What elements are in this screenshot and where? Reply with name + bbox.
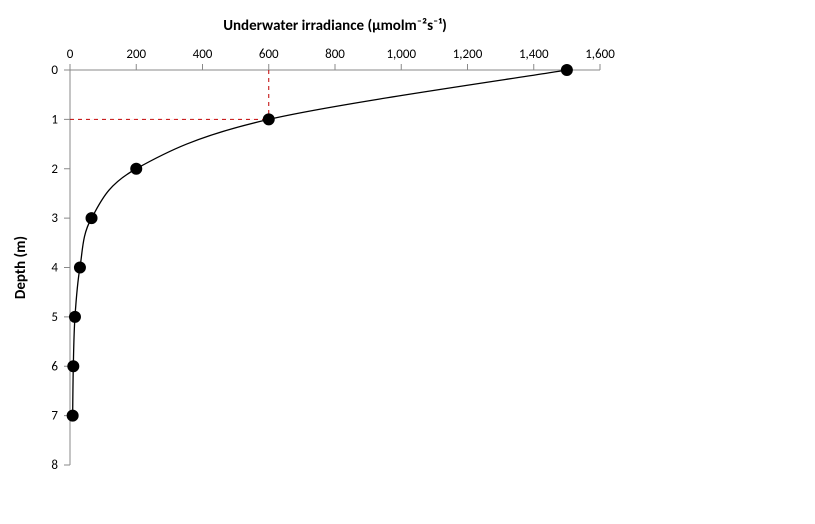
x-tick-label: 1,200 <box>453 47 483 62</box>
data-marker <box>561 65 572 76</box>
data-marker <box>68 361 79 372</box>
x-axis-title: Underwater irradiance (μmolm⁻²s⁻¹) <box>223 17 447 35</box>
data-marker <box>86 213 97 224</box>
x-tick-label: 800 <box>325 47 345 62</box>
x-tick-label: 1,000 <box>386 47 416 62</box>
x-tick-label: 0 <box>67 47 74 62</box>
x-tick-label: 400 <box>193 47 213 62</box>
y-tick-label: 5 <box>51 310 58 325</box>
x-tick-label: 200 <box>126 47 146 62</box>
y-tick-label: 4 <box>51 261 58 276</box>
data-marker <box>67 410 78 421</box>
chart-background <box>0 0 815 524</box>
x-tick-label: 600 <box>259 47 279 62</box>
data-marker <box>131 163 142 174</box>
data-marker <box>69 311 80 322</box>
y-axis-title: Depth (m) <box>12 236 30 299</box>
y-tick-label: 2 <box>51 162 58 177</box>
x-tick-label: 1,600 <box>585 47 615 62</box>
y-tick-label: 8 <box>51 458 58 473</box>
irradiance-depth-chart: Underwater irradiance (μmolm⁻²s⁻¹) Depth … <box>0 0 815 524</box>
y-tick-label: 6 <box>51 359 58 374</box>
y-tick-label: 3 <box>51 211 58 226</box>
y-tick-label: 1 <box>51 112 58 127</box>
y-tick-label: 7 <box>51 409 58 424</box>
y-tick-label: 0 <box>51 63 58 78</box>
x-tick-label: 1,400 <box>519 47 549 62</box>
data-marker <box>263 114 274 125</box>
data-marker <box>74 262 85 273</box>
